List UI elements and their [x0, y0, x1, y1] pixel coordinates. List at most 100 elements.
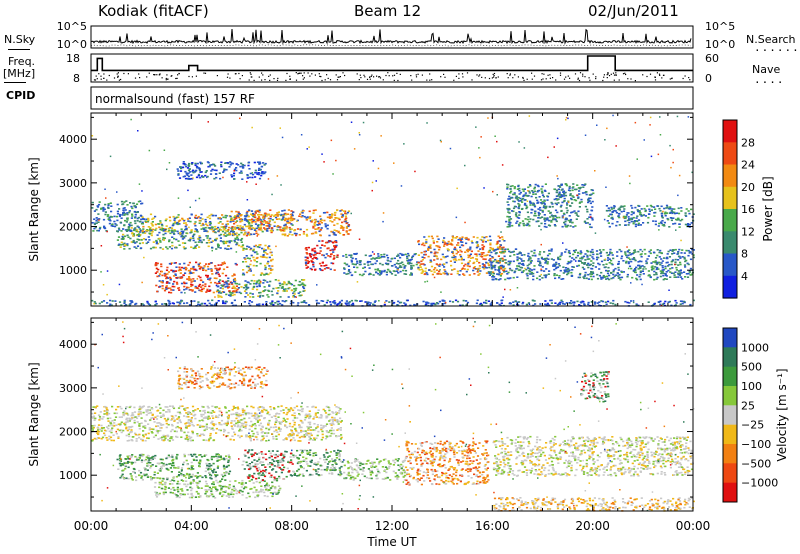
echo-cell	[644, 253, 647, 255]
echo-cell	[438, 272, 441, 275]
echo-cell	[639, 266, 642, 268]
echo-cell	[127, 226, 130, 228]
echo-cell	[175, 266, 178, 268]
echo-cell	[114, 416, 118, 418]
echo-cell	[636, 278, 639, 281]
echo-cell	[506, 188, 509, 190]
echo-cell	[549, 212, 552, 214]
echo-cell	[572, 196, 575, 198]
echo-cell	[534, 212, 537, 215]
echo-cell	[658, 256, 661, 258]
echo-cell	[672, 272, 675, 275]
echo-cell	[573, 210, 576, 212]
echo-cell	[541, 266, 544, 268]
echo-cell	[608, 274, 611, 277]
echo-cell	[165, 422, 168, 425]
echo-cell	[184, 272, 187, 274]
echo-cell	[253, 161, 256, 164]
echo-cell	[162, 229, 166, 232]
echo-cell	[562, 212, 566, 215]
echo-cell	[665, 212, 668, 215]
echo-cell	[207, 299, 210, 302]
echo-cell	[259, 291, 262, 294]
echo-cell	[632, 269, 635, 272]
echo-cell	[516, 258, 519, 260]
echo-cell	[302, 233, 305, 235]
echo-cell	[501, 260, 504, 262]
nave-point	[547, 74, 549, 76]
echo-cell	[190, 213, 193, 216]
echo-cell	[534, 183, 537, 186]
echo-cell	[473, 266, 476, 268]
nave-point	[393, 74, 396, 76]
echo-cell	[116, 219, 119, 222]
echo-cell	[404, 304, 407, 306]
echo-cell	[583, 275, 586, 277]
echo-cell	[670, 304, 673, 307]
echo-cell	[155, 262, 158, 264]
echo-cell	[458, 237, 461, 239]
echo-cell	[544, 207, 547, 210]
echo-cell	[598, 301, 601, 303]
echo-cell	[662, 274, 665, 277]
echo-cell	[219, 240, 222, 242]
echo-cell	[259, 255, 262, 258]
echo-cell	[555, 261, 558, 264]
echo-cell	[207, 239, 210, 242]
echo-cell	[246, 225, 250, 228]
echo-cell	[319, 229, 322, 231]
echo-cell	[93, 218, 96, 220]
echo-cell	[285, 227, 288, 230]
echo-cell	[692, 256, 695, 259]
echo-cell	[674, 299, 677, 302]
echo-cell	[672, 161, 674, 164]
echo-cell	[291, 224, 294, 226]
echo-cell	[404, 265, 407, 267]
echo-cell	[220, 229, 223, 231]
echo-cell	[158, 280, 161, 282]
echo-cell	[430, 270, 433, 272]
echo-cell	[310, 260, 314, 263]
echo-cell	[224, 302, 227, 305]
echo-cell	[548, 206, 551, 208]
echo-cell	[624, 220, 627, 223]
echo-cell	[468, 260, 471, 262]
echo-cell	[149, 247, 153, 250]
echo-cell	[262, 254, 265, 256]
echo-cell	[570, 300, 573, 302]
nave-point	[286, 72, 288, 75]
echo-cell	[130, 217, 133, 219]
echo-cell	[141, 216, 144, 218]
echo-cell	[482, 267, 485, 269]
echo-cell	[403, 267, 406, 269]
echo-cell	[464, 251, 467, 253]
echo-cell	[96, 218, 99, 221]
echo-cell	[225, 225, 228, 228]
echo-cell	[184, 407, 187, 409]
echo-cell	[437, 238, 440, 240]
echo-cell	[119, 221, 122, 224]
echo-cell	[220, 226, 223, 228]
echo-cell	[678, 226, 681, 228]
echo-cell	[222, 233, 226, 236]
echo-cell	[236, 238, 239, 240]
echo-cell	[364, 270, 367, 273]
echo-cell	[671, 208, 674, 210]
echo-cell	[154, 229, 157, 231]
nave-point	[285, 79, 287, 81]
echo-cell	[508, 218, 511, 221]
echo-cell	[329, 216, 332, 218]
echo-cell	[211, 227, 214, 229]
echo-cell	[585, 277, 588, 280]
echo-cell	[553, 268, 556, 271]
echo-cell	[283, 300, 286, 303]
nave-point	[531, 78, 533, 80]
echo-cell	[409, 259, 412, 261]
echo-cell	[166, 277, 170, 279]
echo-cell	[242, 426, 245, 428]
echo-cell	[506, 277, 509, 280]
echo-cell	[161, 281, 164, 284]
echo-cell	[116, 406, 119, 408]
echo-cell	[492, 190, 494, 193]
echo-cell	[123, 242, 126, 245]
